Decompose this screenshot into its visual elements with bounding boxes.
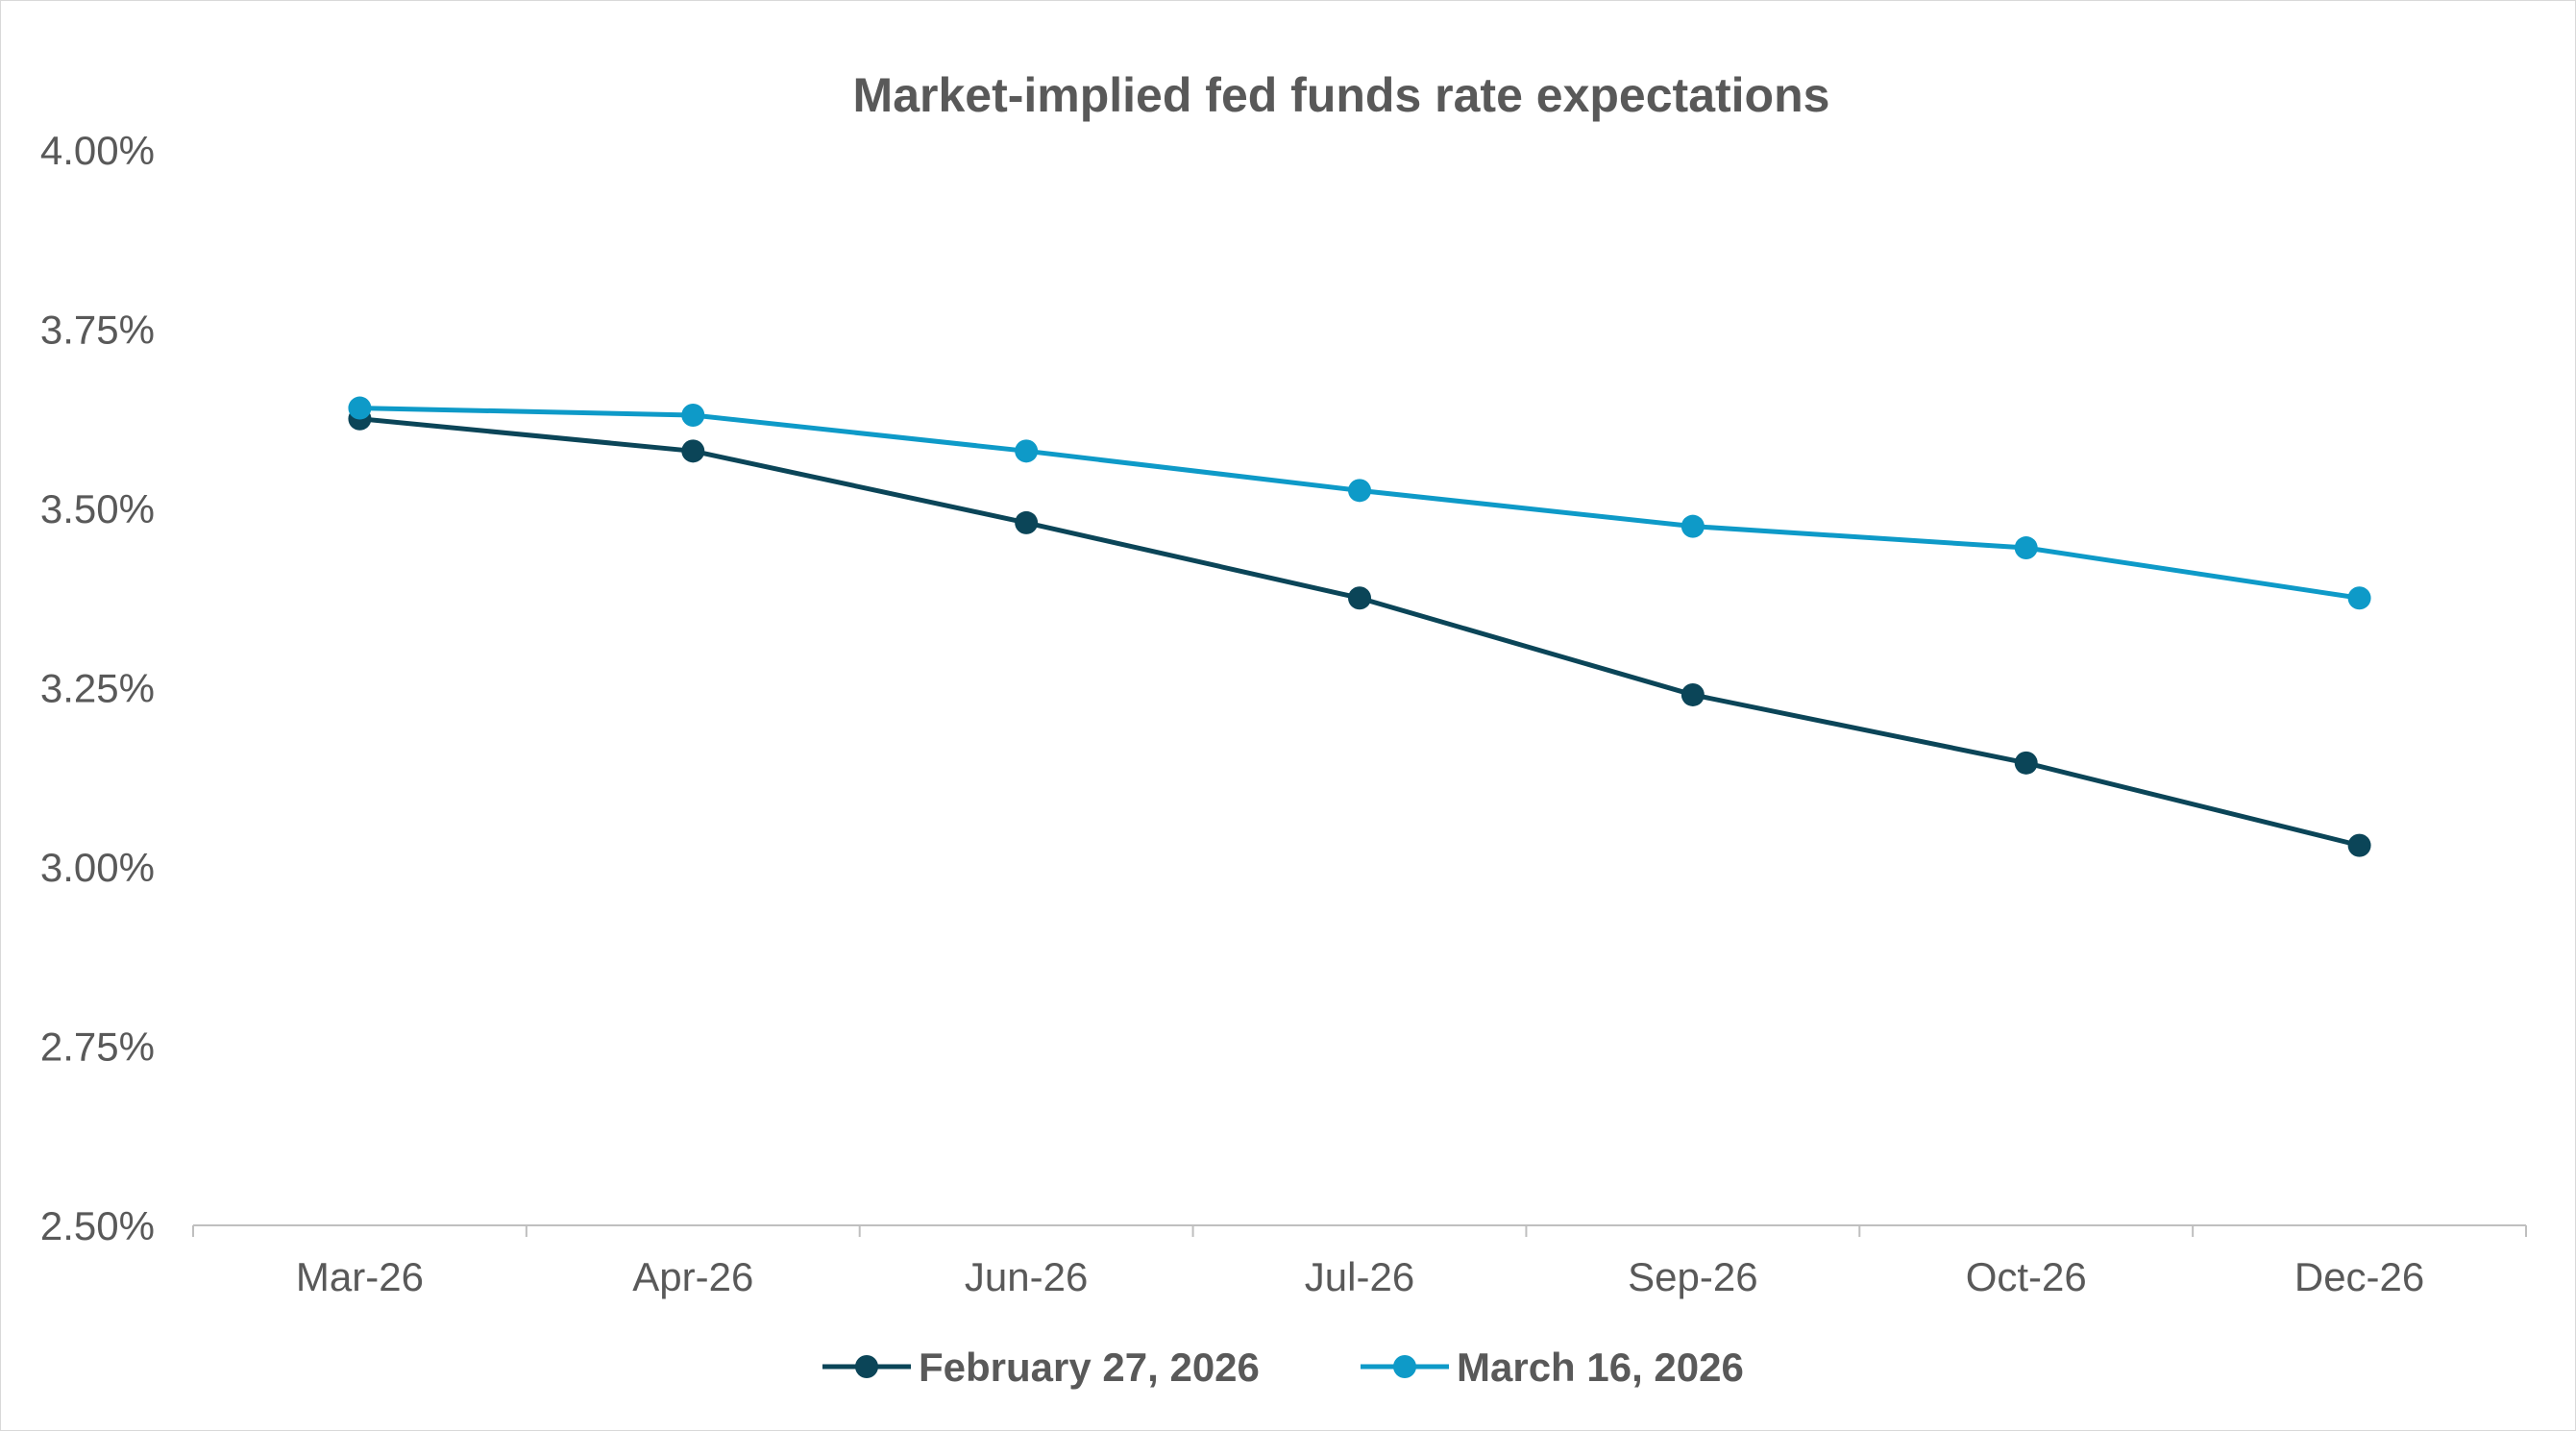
series-layer xyxy=(348,396,2371,857)
y-tick-label: 3.25% xyxy=(40,666,155,711)
y-tick-label: 4.00% xyxy=(40,128,155,173)
data-point xyxy=(1015,510,1039,534)
legend-item: February 27, 2026 xyxy=(822,1345,1260,1390)
y-tick-label: 3.50% xyxy=(40,486,155,531)
series-2 xyxy=(348,396,2371,610)
data-point xyxy=(2014,751,2038,775)
y-axis-tick-labels: 4.00% 3.75% 3.50% 3.25% 3.00% 2.75% 2.50% xyxy=(40,128,155,1248)
x-tick-label: Sep-26 xyxy=(1628,1254,1757,1299)
data-point xyxy=(1348,479,1371,503)
data-point xyxy=(2014,536,2038,560)
legend-label: March 16, 2026 xyxy=(1457,1345,1744,1390)
legend-marker xyxy=(1393,1355,1416,1378)
data-point xyxy=(348,396,372,420)
data-point xyxy=(681,404,705,428)
y-tick-label: 3.75% xyxy=(40,308,155,353)
series-line xyxy=(356,406,2363,601)
data-point xyxy=(1015,439,1039,463)
x-axis: Mar-26 Apr-26 Jun-26 Jul-26 Sep-26 Oct-26 Dec-… xyxy=(192,1224,2527,1299)
y-tick-label: 2.75% xyxy=(40,1025,155,1070)
data-point xyxy=(1681,682,1705,706)
data-point xyxy=(2347,833,2371,857)
chart-title: Market-implied fed funds rate expectatio… xyxy=(853,68,1830,122)
data-point xyxy=(1348,586,1371,610)
data-point xyxy=(1681,514,1705,538)
x-tick-label: Dec-26 xyxy=(2294,1254,2424,1299)
legend: February 27, 2026 March 16, 2026 xyxy=(822,1345,1744,1390)
x-tick-label: Oct-26 xyxy=(1966,1254,2087,1299)
x-tick-label: Mar-26 xyxy=(296,1254,424,1299)
legend-label: February 27, 2026 xyxy=(919,1345,1260,1390)
data-point xyxy=(681,439,705,463)
x-tick-label: Jun-26 xyxy=(965,1254,1088,1299)
legend-item: March 16, 2026 xyxy=(1361,1345,1744,1390)
data-point xyxy=(2347,586,2371,610)
series-1 xyxy=(348,407,2371,857)
y-tick-label: 3.00% xyxy=(40,845,155,890)
y-tick-label: 2.50% xyxy=(40,1203,155,1248)
legend-marker xyxy=(855,1355,878,1378)
x-tick-label: Jul-26 xyxy=(1305,1254,1414,1299)
x-tick-label: Apr-26 xyxy=(632,1254,753,1299)
